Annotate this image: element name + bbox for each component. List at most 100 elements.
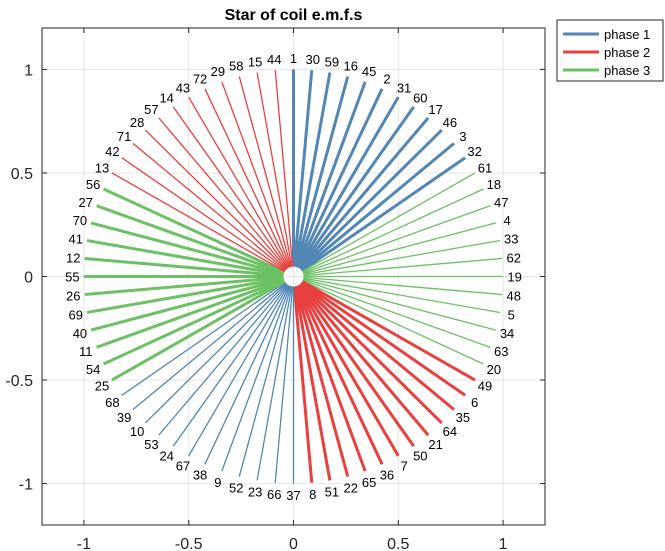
coil-label: 14 — [159, 91, 173, 106]
coil-label: 12 — [66, 250, 80, 265]
axes-box — [41, 27, 546, 526]
coil-vector-65 — [292, 275, 367, 472]
y-tick-label: 0.5 — [11, 166, 33, 183]
coil-vector-15 — [256, 72, 295, 277]
coil-vector-5 — [293, 275, 501, 314]
coil-label: 69 — [69, 307, 83, 322]
coil-label: 71 — [117, 129, 131, 144]
coil-label: 46 — [443, 115, 457, 130]
legend-label: phase 2 — [604, 45, 650, 60]
x-tick-label: 1 — [499, 536, 508, 551]
coil-label: 3 — [459, 129, 466, 144]
coil-label: 66 — [267, 487, 281, 502]
coil-label: 18 — [487, 177, 501, 192]
coil-label: 48 — [507, 289, 521, 304]
coil-label: 24 — [159, 448, 173, 463]
coil-label: 57 — [144, 102, 158, 117]
coil-label: 60 — [413, 91, 427, 106]
coil-label: 22 — [343, 481, 357, 496]
coil-vector-18 — [293, 188, 484, 278]
coil-label: 21 — [428, 437, 442, 452]
coil-label: 25 — [95, 379, 109, 394]
coil-label: 42 — [105, 144, 119, 159]
coil-label: 54 — [86, 362, 100, 377]
coil-vector-9 — [221, 276, 295, 472]
coil-label: 13 — [95, 160, 109, 175]
coil-vector-8 — [292, 276, 314, 483]
coil-vector-26 — [84, 275, 294, 297]
coil-vector-58 — [238, 76, 295, 277]
coil-label: 64 — [443, 424, 457, 439]
coil-vector-36 — [292, 275, 384, 465]
coil-vector-68 — [121, 275, 294, 396]
coil-label: 63 — [494, 344, 508, 359]
coil-vector-16 — [292, 76, 350, 277]
coil-vector-34 — [293, 275, 497, 331]
coil-vector-66 — [274, 276, 295, 483]
coil-label: 59 — [325, 54, 339, 69]
coil-label: 1 — [290, 51, 297, 66]
y-tick-label: -1 — [19, 477, 33, 494]
coil-vectors: 1 30 59 16 45 2316017463326118474336219485346… — [65, 51, 522, 503]
coil-label: 51 — [325, 485, 339, 500]
coil-label: 34 — [500, 326, 514, 341]
x-tick-label: -0.5 — [175, 536, 203, 551]
coil-label: 45 — [362, 64, 376, 79]
coil-label: 56 — [86, 177, 100, 192]
coil-label: 72 — [193, 71, 207, 86]
coil-vector-53 — [158, 276, 294, 436]
coil-label: 5 — [508, 307, 515, 322]
coil-label: 15 — [248, 54, 262, 69]
coil-label: 38 — [193, 468, 207, 483]
coil-vector-72 — [204, 88, 295, 277]
legend-label: phase 1 — [604, 27, 650, 42]
y-tick-label: -0.5 — [5, 373, 33, 390]
coil-vector-41 — [86, 239, 294, 278]
coil-vector-70 — [90, 221, 294, 278]
coil-label: 37 — [286, 488, 300, 503]
coil-vector-29 — [221, 81, 295, 277]
coil-vector-45 — [292, 81, 367, 278]
x-tick-label: 0.5 — [387, 536, 409, 551]
coil-label: 26 — [66, 289, 80, 304]
coil-vector-43 — [188, 96, 295, 277]
coil-label: 27 — [78, 195, 92, 210]
coil-label: 62 — [507, 250, 521, 265]
coil-label: 53 — [144, 437, 158, 452]
coil-vector-71 — [132, 142, 294, 278]
coil-vector-63 — [293, 275, 491, 348]
coil-vector-7 — [292, 275, 400, 457]
coil-label: 58 — [229, 58, 243, 73]
coil-label: 49 — [478, 379, 492, 394]
coil-label: 47 — [494, 195, 508, 210]
coil-label: 70 — [73, 213, 87, 228]
coil-vector-10 — [144, 276, 294, 424]
coil-vector-57 — [158, 117, 294, 277]
coil-label: 39 — [117, 410, 131, 425]
coil-vector-48 — [293, 275, 503, 296]
coil-vector-60 — [292, 105, 415, 278]
coil-label: 16 — [343, 58, 357, 73]
coil-vector-56 — [102, 187, 295, 278]
coil-label: 4 — [503, 213, 510, 228]
coil-vector-42 — [121, 157, 294, 278]
coil-label: 44 — [267, 52, 281, 67]
coil-label: 55 — [65, 270, 79, 285]
coil-label: 23 — [248, 485, 262, 500]
coil-label: 10 — [130, 424, 144, 439]
coil-vector-17 — [292, 116, 430, 278]
coil-label: 33 — [504, 232, 518, 247]
coil-vector-47 — [293, 205, 491, 278]
coil-label: 36 — [380, 468, 394, 483]
y-tick-label: 0 — [24, 270, 33, 287]
coil-label: 40 — [73, 326, 87, 341]
coil-vector-35 — [292, 275, 456, 411]
coil-vector-39 — [132, 275, 294, 411]
coil-vector-14 — [172, 106, 295, 277]
legend: phase 1 phase 2 phase 3 — [556, 19, 664, 82]
coil-label: 68 — [105, 395, 119, 410]
coil-vector-28 — [144, 129, 294, 277]
coil-vector-6 — [292, 275, 467, 397]
coil-label: 17 — [428, 102, 442, 117]
